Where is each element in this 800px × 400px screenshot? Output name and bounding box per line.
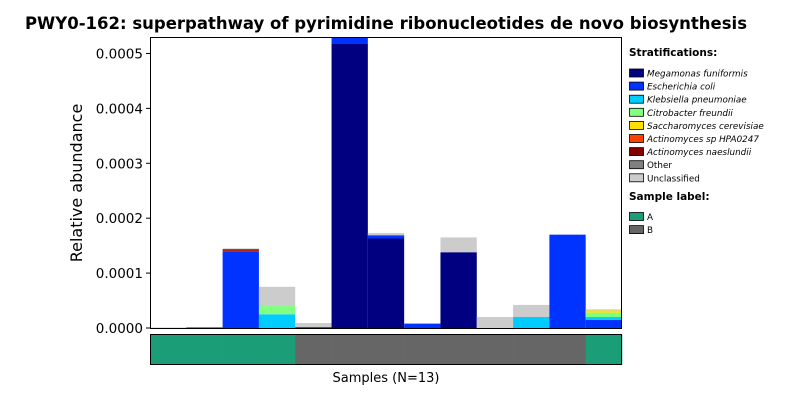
bar-segment-s6-series1 [331, 43, 368, 328]
sample-label-cell-1 [150, 335, 187, 365]
legend-entry-label: Actinomyces sp HPA0247 [646, 135, 759, 145]
sample-label-cell-2 [186, 335, 223, 365]
bar-segment-s12-series2 [549, 234, 586, 328]
bar-segment-s2-series7 [186, 327, 223, 328]
bar-segment-s4-series9 [258, 286, 296, 307]
chart-title: PWY0-162: superpathway of pyrimidine rib… [25, 14, 747, 33]
bar-segment-s13-series2 [585, 319, 622, 328]
legend-entry-label: Other [647, 161, 672, 171]
y-tick-label: 0.0001 [96, 266, 143, 282]
sample-label-cell-12 [549, 335, 586, 365]
plot-frame [150, 37, 622, 329]
sample-legend-label: B [647, 226, 653, 236]
bar-segment-s13-series9 [585, 309, 622, 311]
sample-label-cell-7 [367, 335, 405, 365]
bar-segment-s1-series9 [150, 327, 187, 328]
bar-segment-s9-series9 [440, 237, 477, 253]
sample-legend-label: A [647, 213, 653, 223]
bar-segment-s5-series7 [295, 327, 332, 328]
legend-swatch [629, 134, 644, 143]
sample-label-cell-13 [585, 335, 623, 365]
y-tick-label: 0.0005 [96, 46, 143, 62]
legend-stratification-title: Stratifications: [629, 47, 717, 59]
legend-swatch [629, 147, 644, 157]
bar-segment-s11-series9 [513, 304, 550, 318]
legend-entry-label: Unclassified [647, 174, 700, 184]
legend-swatch [629, 68, 644, 78]
bar-segment-s13-series4 [585, 312, 622, 318]
legend-sample-items: AB [629, 212, 653, 236]
bar-segment-s6-series9 [332, 35, 368, 36]
sample-label-cell-6 [331, 335, 369, 365]
y-axis: 0.0000 0.0001 0.0002 0.0003 0.0004 0.0005 [96, 46, 150, 337]
legend-swatch [629, 121, 644, 130]
bar-segment-s7-series2 [367, 235, 405, 239]
sample-legend-swatch [629, 212, 644, 221]
legend-swatch [629, 160, 644, 170]
bar-segment-s6-series2 [331, 37, 368, 44]
bar-segment-s13-series3 [585, 317, 622, 320]
bar-segment-s3-series2 [222, 251, 259, 328]
sample-label-cell-4 [258, 335, 296, 365]
bar-segment-s10-series9 [476, 317, 514, 328]
sample-label-cell-5 [295, 335, 332, 365]
bar-segment-s9-series1 [440, 252, 477, 328]
legend-entry-label: Citrobacter freundii [647, 109, 733, 119]
legend-swatch [629, 173, 644, 183]
sample-label-cell-3 [222, 335, 260, 365]
bar-segment-s5-series9 [295, 323, 332, 327]
y-tick-label: 0.0003 [96, 156, 143, 172]
bar-segment-s3-series8 [222, 248, 259, 250]
sample-label-strip [150, 335, 623, 365]
sample-label-cell-10 [476, 335, 514, 365]
sample-legend-swatch [629, 225, 644, 235]
bar-segment-s3-series7 [222, 249, 259, 251]
bar-segment-s7-series9 [367, 233, 405, 236]
legend-entry-label: Megamonas funiformis [647, 70, 748, 80]
legend-entry-label: Saccharomyces cerevisiae [647, 122, 764, 132]
sample-label-cell-9 [440, 335, 478, 365]
bar-segment-s7-series1 [367, 238, 405, 328]
y-tick-label: 0.0004 [96, 101, 143, 117]
legend: Stratifications: Megamonas funiformis Esc… [629, 47, 764, 236]
sample-strip-frame [150, 334, 622, 365]
bar-segment-s13-series5 [585, 310, 622, 313]
legend-swatch [629, 107, 644, 117]
y-tick-label: 0.0002 [96, 211, 143, 227]
y-tick-label: 0.0000 [96, 321, 143, 337]
y-axis-label: Relative abundance [67, 104, 86, 263]
bar-segment-s5-series8 [295, 326, 332, 328]
bar-segment-s3-series9 [222, 248, 259, 249]
legend-entry-label: Actinomyces naeslundii [646, 148, 752, 158]
bar-segment-s11-series3 [513, 317, 550, 328]
legend-sample-title: Sample label: [629, 191, 710, 203]
legend-swatch [629, 81, 644, 91]
bar-segment-s4-series4 [258, 306, 296, 315]
legend-entry-label: Escherichia coli [647, 83, 716, 93]
x-axis-label: Samples (N=13) [333, 371, 440, 386]
sample-label-cell-8 [404, 335, 441, 365]
legend-entry-label: Klebsiella pneumoniae [647, 96, 747, 106]
bars-layer [150, 35, 622, 328]
bar-segment-s3-series6 [222, 250, 259, 252]
legend-stratification-items: Megamonas funiformis Escherichia coli Kleb… [629, 68, 764, 184]
bar-segment-s8-series2 [404, 323, 441, 328]
sample-label-cell-11 [513, 335, 550, 365]
bar-segment-s4-series3 [258, 314, 296, 328]
legend-swatch [629, 94, 644, 104]
